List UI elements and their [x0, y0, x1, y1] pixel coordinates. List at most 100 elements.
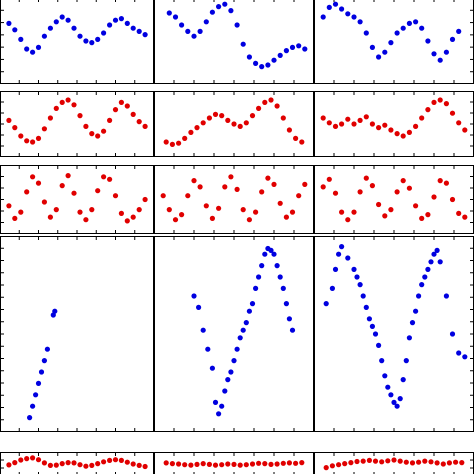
- data-point-r1-c0: [41, 126, 48, 132]
- data-point-r2-c1: [246, 217, 252, 223]
- data-point-r1-c2: [425, 107, 431, 113]
- data-point-r4-c2: [354, 458, 360, 465]
- data-point-r0-c2: [320, 14, 326, 20]
- data-point-r2-c2: [326, 176, 332, 182]
- data-point-r0-c1: [259, 64, 265, 70]
- data-point-r3-c1: [262, 251, 268, 257]
- data-point-r3-c2: [422, 274, 428, 280]
- data-point-r2-c0: [47, 214, 54, 220]
- data-point-r1-c2: [345, 116, 351, 122]
- data-point-r0-c0: [18, 36, 24, 43]
- data-point-r2-c0: [35, 180, 42, 186]
- data-point-r2-c2: [406, 185, 412, 191]
- data-point-r1-c2: [394, 131, 400, 137]
- data-point-r2-c0: [12, 215, 18, 221]
- data-point-r2-c1: [166, 207, 172, 213]
- data-point-r4-c0: [95, 461, 101, 467]
- data-point-r0-c1: [253, 60, 259, 66]
- data-point-r0-c0: [124, 20, 130, 26]
- data-point-r4-c2: [360, 458, 366, 464]
- data-point-r4-c1: [256, 460, 262, 466]
- data-point-r2-c1: [160, 193, 166, 199]
- data-point-r3-c2: [336, 251, 342, 257]
- data-point-r2-c1: [283, 214, 289, 220]
- data-point-r1-c2: [339, 121, 345, 127]
- data-point-r3-c2: [323, 301, 329, 307]
- panel-frame-r3-c1: [154, 236, 314, 432]
- data-point-r2-c2: [320, 184, 326, 190]
- data-point-r0-c0: [136, 28, 142, 34]
- data-point-r1-c2: [443, 101, 449, 107]
- data-point-r3-c2: [462, 354, 468, 360]
- data-point-r2-c1: [240, 207, 246, 213]
- data-point-r0-c2: [382, 49, 388, 55]
- data-point-r3-c1: [237, 335, 243, 341]
- data-point-r3-c2: [391, 399, 397, 405]
- data-point-r1-c1: [219, 113, 225, 119]
- data-point-r2-c1: [191, 178, 197, 184]
- data-point-r1-c1: [262, 99, 268, 105]
- data-point-r3-c2: [339, 244, 345, 250]
- data-point-r0-c1: [277, 52, 283, 59]
- data-point-r4-c1: [262, 461, 268, 467]
- data-point-r4-c1: [163, 460, 169, 466]
- data-point-r4-c0: [41, 460, 48, 466]
- data-point-r4-c1: [219, 462, 225, 468]
- data-point-r0-c2: [369, 44, 375, 51]
- data-point-r2-c0: [6, 203, 12, 209]
- data-point-r1-c1: [176, 140, 182, 146]
- data-points: [6, 1, 468, 471]
- data-point-r1-c0: [95, 133, 101, 139]
- data-point-r1-c0: [53, 105, 59, 111]
- data-point-r2-c1: [179, 212, 185, 218]
- data-point-r1-c1: [206, 115, 212, 121]
- data-point-r1-c1: [194, 125, 200, 131]
- data-point-r1-c0: [107, 117, 113, 123]
- data-point-r2-c0: [59, 183, 65, 189]
- data-point-r1-c1: [249, 113, 256, 119]
- data-point-r1-c0: [130, 111, 136, 117]
- data-point-r4-c2: [323, 465, 329, 471]
- data-point-r0-c0: [29, 49, 36, 55]
- data-point-r2-c2: [339, 209, 345, 215]
- data-point-r0-c0: [130, 25, 136, 31]
- data-point-r1-c2: [382, 122, 388, 128]
- data-point-r1-c1: [212, 111, 219, 117]
- data-point-r4-c0: [47, 462, 54, 468]
- data-point-r3-c2: [413, 308, 419, 314]
- data-point-r2-c0: [112, 193, 119, 199]
- data-point-r1-c2: [406, 129, 412, 135]
- data-point-r4-c1: [200, 461, 206, 467]
- data-point-r2-c2: [462, 214, 468, 220]
- data-point-r4-c1: [249, 461, 256, 467]
- data-point-r2-c0: [101, 174, 107, 180]
- data-point-r2-c0: [24, 189, 30, 195]
- data-point-r0-c0: [101, 30, 107, 36]
- data-point-r4-c1: [243, 462, 249, 468]
- data-point-r0-c2: [332, 1, 339, 7]
- data-point-r2-c2: [456, 210, 462, 216]
- data-point-r1-c1: [280, 115, 286, 121]
- data-point-r3-c1: [253, 285, 259, 291]
- data-point-r0-c2: [376, 54, 382, 60]
- data-point-r4-c2: [372, 458, 379, 464]
- data-point-r2-c1: [253, 209, 259, 215]
- data-point-r4-c0: [59, 461, 65, 467]
- data-point-r4-c2: [403, 459, 409, 465]
- data-point-r3-c2: [363, 304, 369, 310]
- data-point-r4-c0: [107, 457, 113, 463]
- data-point-r2-c2: [400, 178, 406, 184]
- data-point-r3-c1: [219, 403, 225, 409]
- data-point-r2-c2: [443, 180, 449, 186]
- data-point-r4-c0: [124, 459, 130, 465]
- data-point-r0-c0: [107, 22, 113, 28]
- data-point-r1-c1: [243, 120, 249, 126]
- data-point-r2-c0: [130, 214, 136, 220]
- data-point-r2-c1: [277, 200, 283, 206]
- data-point-r4-c1: [225, 461, 231, 467]
- data-point-r3-c1: [231, 358, 237, 364]
- data-point-r3-c2: [379, 358, 385, 364]
- data-point-r0-c0: [41, 33, 48, 39]
- data-point-r3-c1: [212, 399, 219, 405]
- data-point-r2-c0: [95, 188, 101, 194]
